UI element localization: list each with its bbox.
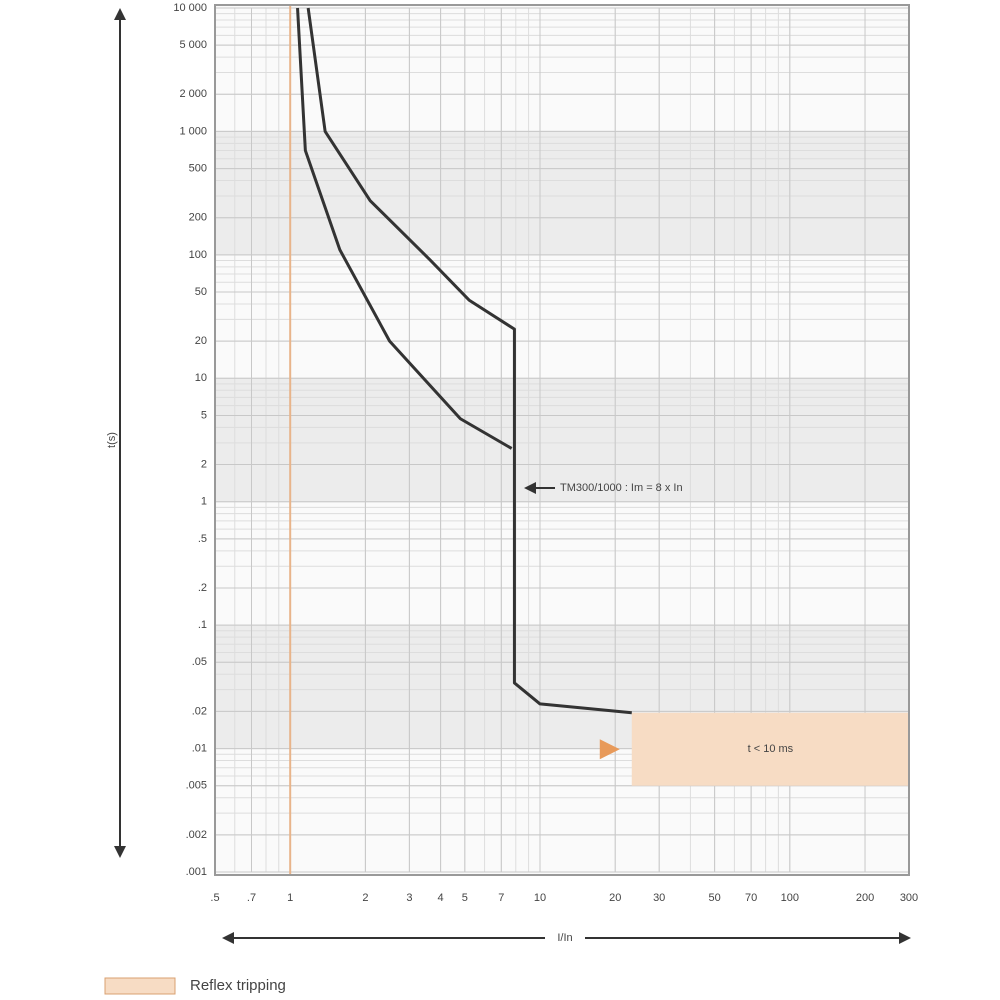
- x-tick-label: 200: [856, 892, 874, 904]
- legend-swatch: [104, 977, 176, 995]
- y-tick-label: .1: [198, 619, 207, 631]
- y-tick-label: 2 000: [179, 88, 207, 100]
- reflex-zone: [631, 712, 909, 786]
- x-tick-label: 50: [708, 892, 720, 904]
- y-tick-label: 1 000: [179, 125, 207, 137]
- x-tick-label: 70: [745, 892, 757, 904]
- y-tick-label: 500: [189, 162, 207, 174]
- x-tick-label: 300: [900, 892, 918, 904]
- y-tick-label: .001: [186, 866, 207, 878]
- reflex-marker: [599, 739, 620, 760]
- y-tick-label: .005: [186, 780, 207, 792]
- y-axis-label: t(s): [106, 432, 118, 448]
- y-tick-label: 2: [201, 458, 207, 470]
- y-tick-label: 5 000: [179, 39, 207, 51]
- y-tick-label: 200: [189, 212, 207, 224]
- y-tick-label: 10: [195, 372, 207, 384]
- y-tick-label: .2: [198, 582, 207, 594]
- x-tick-label: 3: [406, 892, 412, 904]
- x-tick-label: 7: [498, 892, 504, 904]
- y-tick-label: 20: [195, 335, 207, 347]
- x-label-bg: [545, 930, 585, 946]
- y-tick-label: 10 000: [173, 2, 207, 14]
- reflex-label: t < 10 ms: [748, 743, 794, 755]
- legend-label: Reflex tripping: [190, 977, 286, 994]
- y-tick-label: .02: [192, 705, 207, 717]
- y-tick-label: 100: [189, 249, 207, 261]
- x-tick-label: 5: [462, 892, 468, 904]
- y-tick-label: .5: [198, 533, 207, 545]
- x-tick-label: 2: [362, 892, 368, 904]
- x-tick-label: 30: [653, 892, 665, 904]
- plot-frame: [214, 4, 910, 876]
- x-tick-label: .5: [210, 892, 219, 904]
- decade-band: [215, 378, 909, 502]
- decade-band: [215, 131, 909, 255]
- y-tick-label: 1: [201, 496, 207, 508]
- trip-curve: [296, 7, 513, 450]
- y-tick-label: .05: [192, 656, 207, 668]
- x-tick-label: 20: [609, 892, 621, 904]
- trip-curve: [306, 7, 632, 715]
- y-tick-label: .002: [186, 829, 207, 841]
- x-tick-label: .7: [247, 892, 256, 904]
- x-tick-label: 10: [534, 892, 546, 904]
- x-tick-label: 1: [287, 892, 293, 904]
- x-tick-label: 4: [438, 892, 444, 904]
- y-tick-label: 50: [195, 286, 207, 298]
- y-tick-label: .01: [192, 742, 207, 754]
- annotation: TM300/1000 : Im = 8 x In: [560, 482, 683, 494]
- y-tick-label: 5: [201, 409, 207, 421]
- x-axis-label: I/In: [557, 932, 572, 944]
- x-tick-label: 100: [781, 892, 799, 904]
